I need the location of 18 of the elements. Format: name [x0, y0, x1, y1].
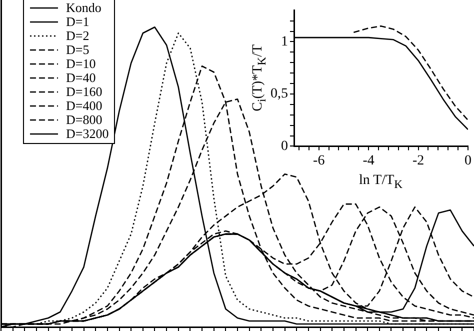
x-tick-label: -4	[362, 153, 374, 168]
legend-label: D=40	[66, 70, 96, 86]
y-tick-label: 0	[281, 138, 288, 154]
legend-label: D=160	[66, 84, 102, 100]
x-tick-label: -2	[412, 153, 424, 168]
y-tick-label: 0,5	[270, 86, 288, 102]
legend-label: D=5	[66, 42, 90, 58]
x-tick-label: -6	[313, 153, 325, 168]
legend-label: D=800	[66, 112, 102, 128]
x-tick-label: 0	[464, 153, 472, 168]
legend-label: D=10	[66, 56, 96, 72]
legend-label: D=2	[66, 28, 90, 44]
legend-label: D=400	[66, 98, 102, 114]
legend-label: Kondo	[66, 0, 102, 16]
legend-label: D=3200	[66, 126, 109, 142]
legend-label: D=1	[66, 14, 90, 30]
x-axis-title: ln T/T$_{K}$	[359, 173, 403, 191]
y-tick-label: 1	[281, 34, 288, 50]
